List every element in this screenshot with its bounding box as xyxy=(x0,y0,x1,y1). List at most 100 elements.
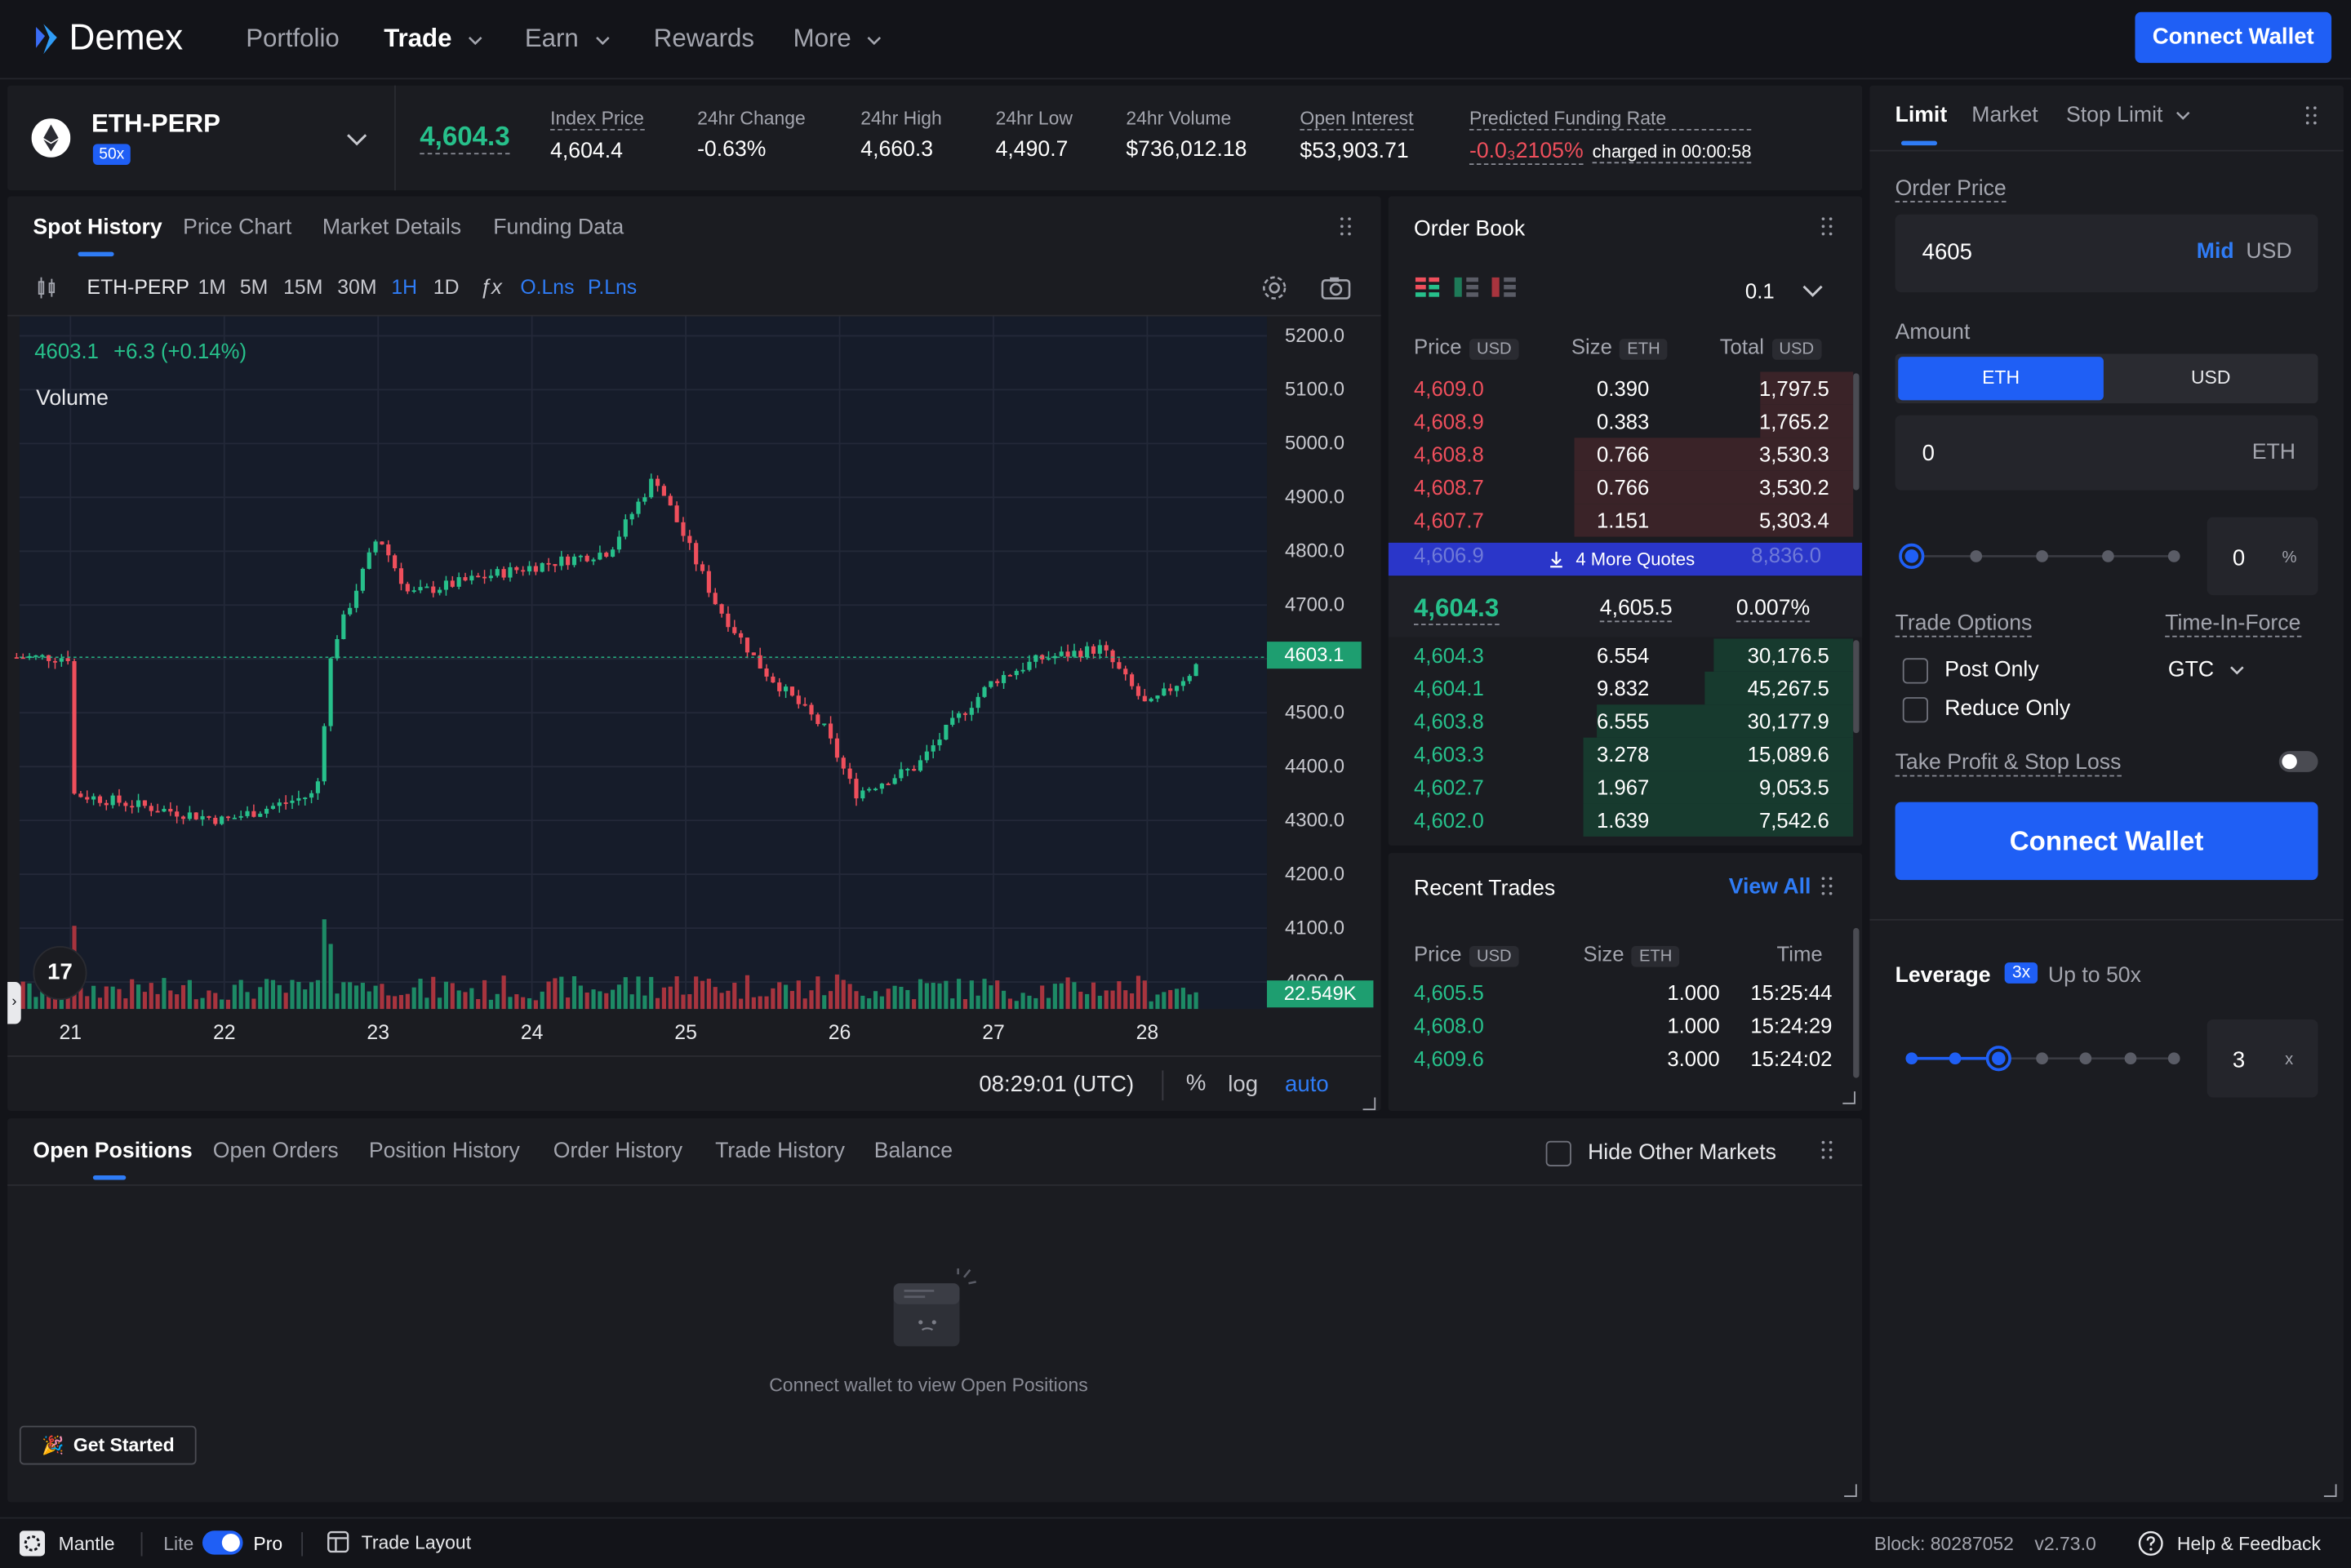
resize-corner-icon[interactable] xyxy=(1841,1090,1855,1104)
tab-limit[interactable]: Limit xyxy=(1895,103,1948,128)
bid-row[interactable]: 4,604.1 9.832 45,267.5 xyxy=(1389,671,1854,705)
bid-row[interactable]: 4,602.0 1.639 7,542.6 xyxy=(1389,803,1854,837)
nav-more[interactable]: More xyxy=(793,24,882,54)
nav-portfolio[interactable]: Portfolio xyxy=(246,24,340,53)
market-selector[interactable]: ETH-PERP 50x xyxy=(7,86,394,191)
leverage-slider[interactable] xyxy=(1895,1041,2195,1077)
scrollbar[interactable] xyxy=(1853,373,1860,491)
volume-bar xyxy=(393,996,398,1010)
nav-trade[interactable]: Trade xyxy=(384,24,482,54)
tab-price-chart[interactable]: Price Chart xyxy=(183,215,292,240)
indicators-icon[interactable]: ƒx xyxy=(479,274,502,299)
settings-gear-icon[interactable] xyxy=(1261,274,1288,301)
tab-open-orders[interactable]: Open Orders xyxy=(212,1139,339,1164)
tick-size-select[interactable]: 0.1 xyxy=(1744,278,1775,304)
ask-row[interactable]: 4,607.7 1.151 5,303.4 xyxy=(1389,504,1854,537)
ask-row[interactable]: 4,608.7 0.766 3,530.2 xyxy=(1389,470,1854,504)
tab-trade-history[interactable]: Trade History xyxy=(715,1139,845,1164)
collapse-left-handle[interactable]: › xyxy=(7,982,21,1024)
lite-pro-toggle[interactable] xyxy=(202,1530,243,1555)
view-asks-icon[interactable] xyxy=(1491,277,1516,299)
network-selector[interactable]: Mantle xyxy=(19,1530,115,1557)
tab-position-history[interactable]: Position History xyxy=(368,1139,520,1164)
tab-funding-data[interactable]: Funding Data xyxy=(493,215,624,240)
amount-input[interactable]: 0 ETH xyxy=(1895,415,2318,491)
view-all-link[interactable]: View All xyxy=(1728,875,1811,900)
depth-bar xyxy=(1713,638,1854,672)
time-axis[interactable]: 21 22 23 24 25 26 27 28 xyxy=(60,1022,1159,1044)
drag-handle-icon[interactable] xyxy=(1821,217,1837,238)
scale-auto[interactable]: auto xyxy=(1285,1072,1329,1098)
candlestick-chart[interactable]: 5200.05100.05000.04900.04800.04700.04600… xyxy=(7,316,1381,1055)
ask-row[interactable]: 4,608.9 0.383 1,765.2 xyxy=(1389,404,1854,438)
camera-icon[interactable] xyxy=(1321,276,1351,300)
post-only-checkbox[interactable] xyxy=(1902,658,1928,684)
drag-handle-icon[interactable] xyxy=(1821,1140,1837,1162)
interval-1h[interactable]: 1H xyxy=(391,275,418,299)
bid-row[interactable]: 4,604.3 6.554 30,176.5 xyxy=(1389,638,1854,672)
interval-30m[interactable]: 30M xyxy=(337,275,377,299)
candle-body xyxy=(764,669,769,677)
candle-type-icon[interactable] xyxy=(36,276,57,300)
help-feedback-button[interactable]: Help & Feedback xyxy=(2138,1530,2321,1556)
interval-15m[interactable]: 15M xyxy=(283,275,323,299)
bid-row[interactable]: 4,602.7 1.967 9,053.5 xyxy=(1389,771,1854,804)
ask-row[interactable]: 4,609.0 0.390 1,797.5 xyxy=(1389,371,1854,405)
hide-other-markets-checkbox[interactable] xyxy=(1545,1140,1571,1166)
bid-row[interactable]: 4,603.3 3.278 15,089.6 xyxy=(1389,737,1854,771)
get-started-button[interactable]: 🎉 Get Started xyxy=(19,1425,197,1465)
tab-balance[interactable]: Balance xyxy=(873,1139,953,1164)
tab-order-history[interactable]: Order History xyxy=(553,1139,683,1164)
time-in-force-select[interactable]: GTC xyxy=(2168,658,2244,682)
resize-corner-icon[interactable] xyxy=(1362,1096,1376,1111)
indicator-o-lns[interactable]: O.Lns xyxy=(520,275,575,299)
demex-logo[interactable]: Demex xyxy=(30,18,183,60)
tab-market[interactable]: Market xyxy=(1971,103,2038,128)
candle-body xyxy=(918,760,923,771)
interval-5m[interactable]: 5M xyxy=(239,275,269,299)
percent-input[interactable]: 0 % xyxy=(2207,517,2318,596)
drag-handle-icon[interactable] xyxy=(1821,877,1837,898)
leverage-input[interactable]: 3 x xyxy=(2207,1019,2318,1098)
tpsl-toggle[interactable] xyxy=(2278,751,2318,772)
view-bids-icon[interactable] xyxy=(1454,277,1478,299)
candle-body xyxy=(584,555,589,562)
tab-spot-history[interactable]: Spot History xyxy=(33,215,162,240)
chevron-down-icon[interactable] xyxy=(346,132,367,147)
toolbar-symbol[interactable]: ETH-PERP xyxy=(87,275,189,299)
ask-row[interactable]: 4,608.8 0.766 3,530.3 xyxy=(1389,438,1854,471)
interval-1d[interactable]: 1D xyxy=(433,275,460,299)
bid-row[interactable]: 4,603.8 6.555 30,177.9 xyxy=(1389,704,1854,738)
nav-rewards[interactable]: Rewards xyxy=(653,24,755,53)
connect-wallet-submit-button[interactable]: Connect Wallet xyxy=(1895,802,2318,881)
resize-corner-icon[interactable] xyxy=(2322,1482,2337,1497)
scale-percent[interactable]: % xyxy=(1185,1070,1207,1096)
nav-earn[interactable]: Earn xyxy=(525,24,610,54)
connect-wallet-button[interactable]: Connect Wallet xyxy=(2135,11,2332,64)
stat-label: Index Price xyxy=(550,108,644,131)
reduce-only-checkbox[interactable] xyxy=(1902,697,1928,723)
nav-more-label: More xyxy=(793,24,851,53)
drag-handle-icon[interactable] xyxy=(1340,217,1355,238)
toggle-usd[interactable]: USD xyxy=(2107,357,2315,400)
order-price-input[interactable]: 4605 Mid USD xyxy=(1895,214,2318,293)
tab-market-details[interactable]: Market Details xyxy=(322,215,462,240)
amount-slider[interactable] xyxy=(1895,538,2195,574)
scrollbar[interactable] xyxy=(1853,927,1860,1078)
tab-open-positions[interactable]: Open Positions xyxy=(33,1139,193,1164)
candle-body xyxy=(719,604,724,614)
indicator-p-lns[interactable]: P.Lns xyxy=(587,275,638,299)
drag-handle-icon[interactable] xyxy=(2305,106,2321,127)
scale-log[interactable]: log xyxy=(1228,1072,1259,1098)
toggle-eth[interactable]: ETH xyxy=(1898,357,2104,401)
interval-1m[interactable]: 1M xyxy=(198,275,226,299)
scrollbar[interactable] xyxy=(1853,640,1860,734)
resize-corner-icon[interactable] xyxy=(1842,1482,1857,1497)
mid-price-button[interactable]: Mid xyxy=(2196,239,2234,264)
tradingview-logo[interactable]: 17 xyxy=(33,945,87,1001)
more-quotes-bar[interactable]: 4,606.9 8,836.0 4 More Quotes xyxy=(1388,542,1863,576)
chevron-down-icon[interactable] xyxy=(1802,283,1824,298)
trade-layout-button[interactable]: Trade Layout xyxy=(327,1530,471,1553)
view-both-icon[interactable] xyxy=(1415,277,1440,299)
tab-stop-limit[interactable]: Stop Limit xyxy=(2066,104,2190,127)
